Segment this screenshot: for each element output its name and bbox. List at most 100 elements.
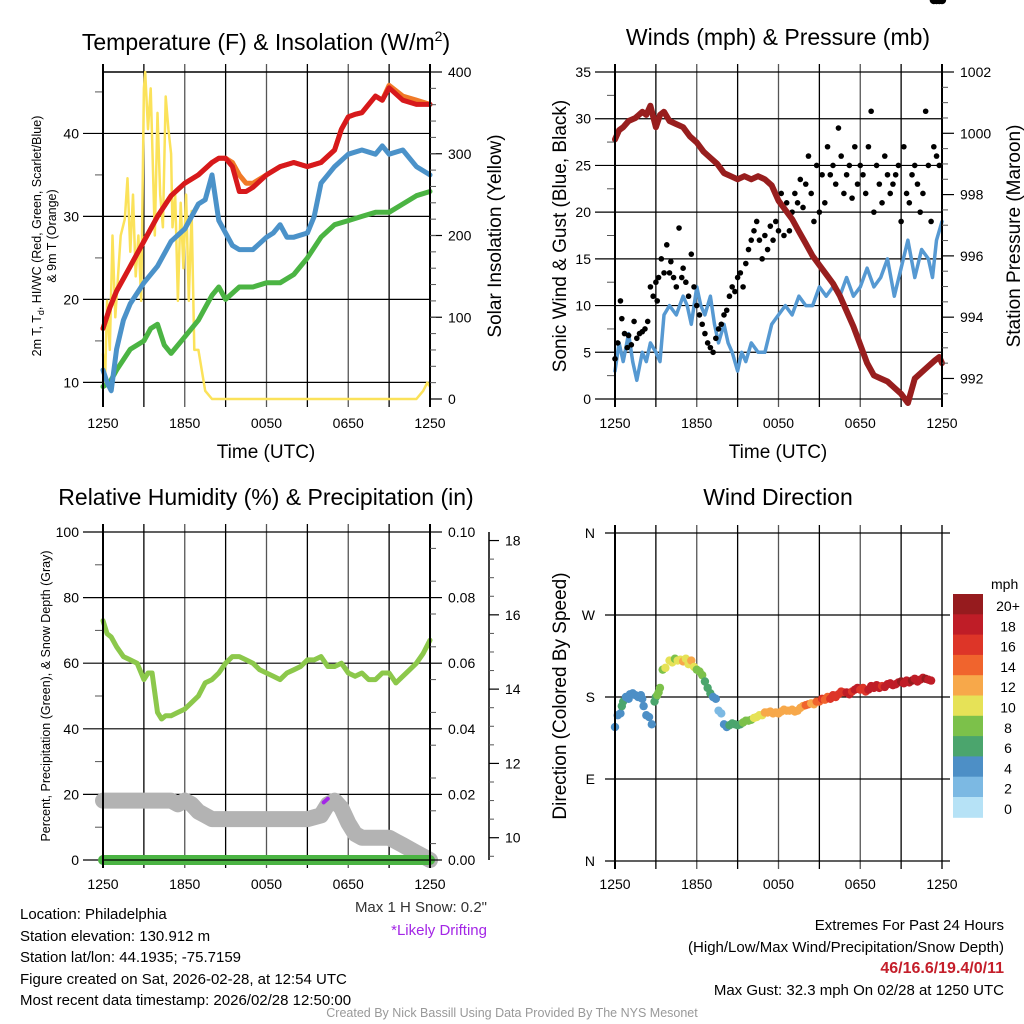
wind-direction-point <box>616 709 625 718</box>
wind-direction-point <box>711 694 721 704</box>
legend-label: 10 <box>1000 700 1016 716</box>
gust-point <box>702 330 708 337</box>
y2-tick-label: 992 <box>960 370 984 386</box>
wind-direction-point <box>698 670 707 680</box>
legend-swatch <box>953 797 983 818</box>
x-tick-label: 0050 <box>763 415 794 431</box>
legend-label: 2 <box>1004 781 1012 797</box>
y2-tick-label: 0.00 <box>448 852 475 868</box>
wind-direction-title: Wind Direction <box>703 484 853 510</box>
gust-point <box>658 256 665 262</box>
gust-point <box>740 284 746 290</box>
solar-insolation-line <box>101 70 432 401</box>
snow-axis-tick-label: 16 <box>505 607 521 623</box>
gust-point <box>811 218 817 225</box>
legend-swatch <box>953 594 983 615</box>
gust-point <box>624 344 631 351</box>
direction-tick-label: E <box>586 771 595 787</box>
gust-point <box>743 260 749 267</box>
wind-direction-point <box>639 701 648 711</box>
winds-xlabel: Time (UTC) <box>729 442 828 463</box>
gust-point <box>721 312 727 318</box>
x-tick-label: 1250 <box>926 876 957 892</box>
legend-swatch <box>953 715 983 737</box>
x-tick-label: 1850 <box>681 876 712 892</box>
created-text: Figure created on Sat, 2026-02-28, at 12… <box>20 970 347 988</box>
gust-point <box>901 143 907 150</box>
gust-point <box>830 162 836 169</box>
x-tick-label: 0650 <box>333 876 364 892</box>
gust-point <box>925 162 932 169</box>
wind-direction-panel: Wind Direction 1250 1850 0050 0650 1250NESWN… <box>550 0 1020 892</box>
x-tick-label: 1250 <box>87 876 118 892</box>
y2-tick-label: 1000 <box>960 125 991 141</box>
legend-title: mph <box>991 576 1018 592</box>
gust-point <box>841 190 847 197</box>
gust-point <box>843 171 850 178</box>
y2-tick-label: 0.02 <box>448 786 475 802</box>
gust-point <box>688 251 695 257</box>
snow-axis-tick-label: 18 <box>505 533 521 549</box>
gust-point <box>699 321 705 328</box>
y-tick-label: 60 <box>63 655 79 671</box>
gust-point <box>868 108 874 115</box>
likely-drifting-text: *Likely Drifting <box>391 922 487 939</box>
legend-label: 12 <box>1000 679 1016 695</box>
gust-point <box>819 171 825 178</box>
x-tick-label: 1250 <box>599 876 630 892</box>
gust-point <box>895 162 902 169</box>
gust-point <box>729 284 735 290</box>
legend-swatch <box>953 614 983 636</box>
gust-point <box>734 274 741 281</box>
x-tick-label: 1250 <box>87 415 118 431</box>
winds-y2label: Station Pressure (Maroon) <box>1004 125 1024 348</box>
x-tick-label: 1850 <box>169 876 200 892</box>
gust-point <box>707 344 714 351</box>
y2-tick-label: 998 <box>960 187 984 203</box>
gust-point <box>751 228 757 234</box>
max-snow-text: Max 1 H Snow: 0.2" <box>354 899 487 916</box>
y2-tick-label: 996 <box>960 248 984 264</box>
legend-swatch <box>953 634 983 656</box>
gust-point <box>770 237 776 243</box>
y2-tick-label: 0.06 <box>448 655 475 671</box>
temperature-ylabel-line2: & 9m T (Orange) <box>45 189 59 282</box>
gust-point <box>678 274 685 281</box>
y-tick-label: 100 <box>56 524 80 540</box>
sonic-wind-line <box>613 219 944 383</box>
temperature-y2label: Solar Insolation (Yellow) <box>485 134 506 337</box>
gust-point <box>873 162 880 169</box>
gust-point <box>903 190 910 197</box>
gust-point <box>653 279 659 286</box>
x-tick-label: 0650 <box>845 876 876 892</box>
wind-direction-point <box>926 676 936 685</box>
direction-tick-label: N <box>585 525 595 541</box>
gust-point <box>920 190 926 197</box>
gust-point <box>732 288 738 295</box>
gust-point <box>835 125 842 131</box>
snow-note: Max 1 H Snow: 0.2" *Likely Drifting <box>355 896 487 942</box>
gust-point <box>808 190 814 197</box>
gust-point <box>644 318 651 325</box>
gust-point <box>931 143 937 150</box>
legend-label: 20+ <box>996 598 1020 614</box>
gust-point <box>917 209 923 215</box>
y-tick-label: 80 <box>63 590 79 606</box>
y-tick-label: 10 <box>575 298 591 314</box>
x-tick-label: 1850 <box>169 415 200 431</box>
location-text: Location: Philadelphia <box>20 906 167 923</box>
y-tick-label: 25 <box>575 157 591 173</box>
gust-point <box>822 200 828 206</box>
y2-tick-label: 100 <box>448 309 472 325</box>
winds-panel: Winds (mph) & Pressure (mb) 1250 1850 0050… <box>550 0 1024 463</box>
gust-point <box>876 181 883 187</box>
gust-point <box>813 162 820 169</box>
gust-point <box>748 237 755 243</box>
gust-point <box>676 225 682 231</box>
x-tick-label: 0050 <box>763 876 794 892</box>
direction-tick-label: W <box>582 607 596 623</box>
temperature-panel: Temperature (F) & Insolation (W/m2) 1250… <box>30 28 506 463</box>
legend-label: 8 <box>1004 720 1012 736</box>
y-tick-label: 0 <box>583 391 591 407</box>
gust-point <box>666 270 673 276</box>
